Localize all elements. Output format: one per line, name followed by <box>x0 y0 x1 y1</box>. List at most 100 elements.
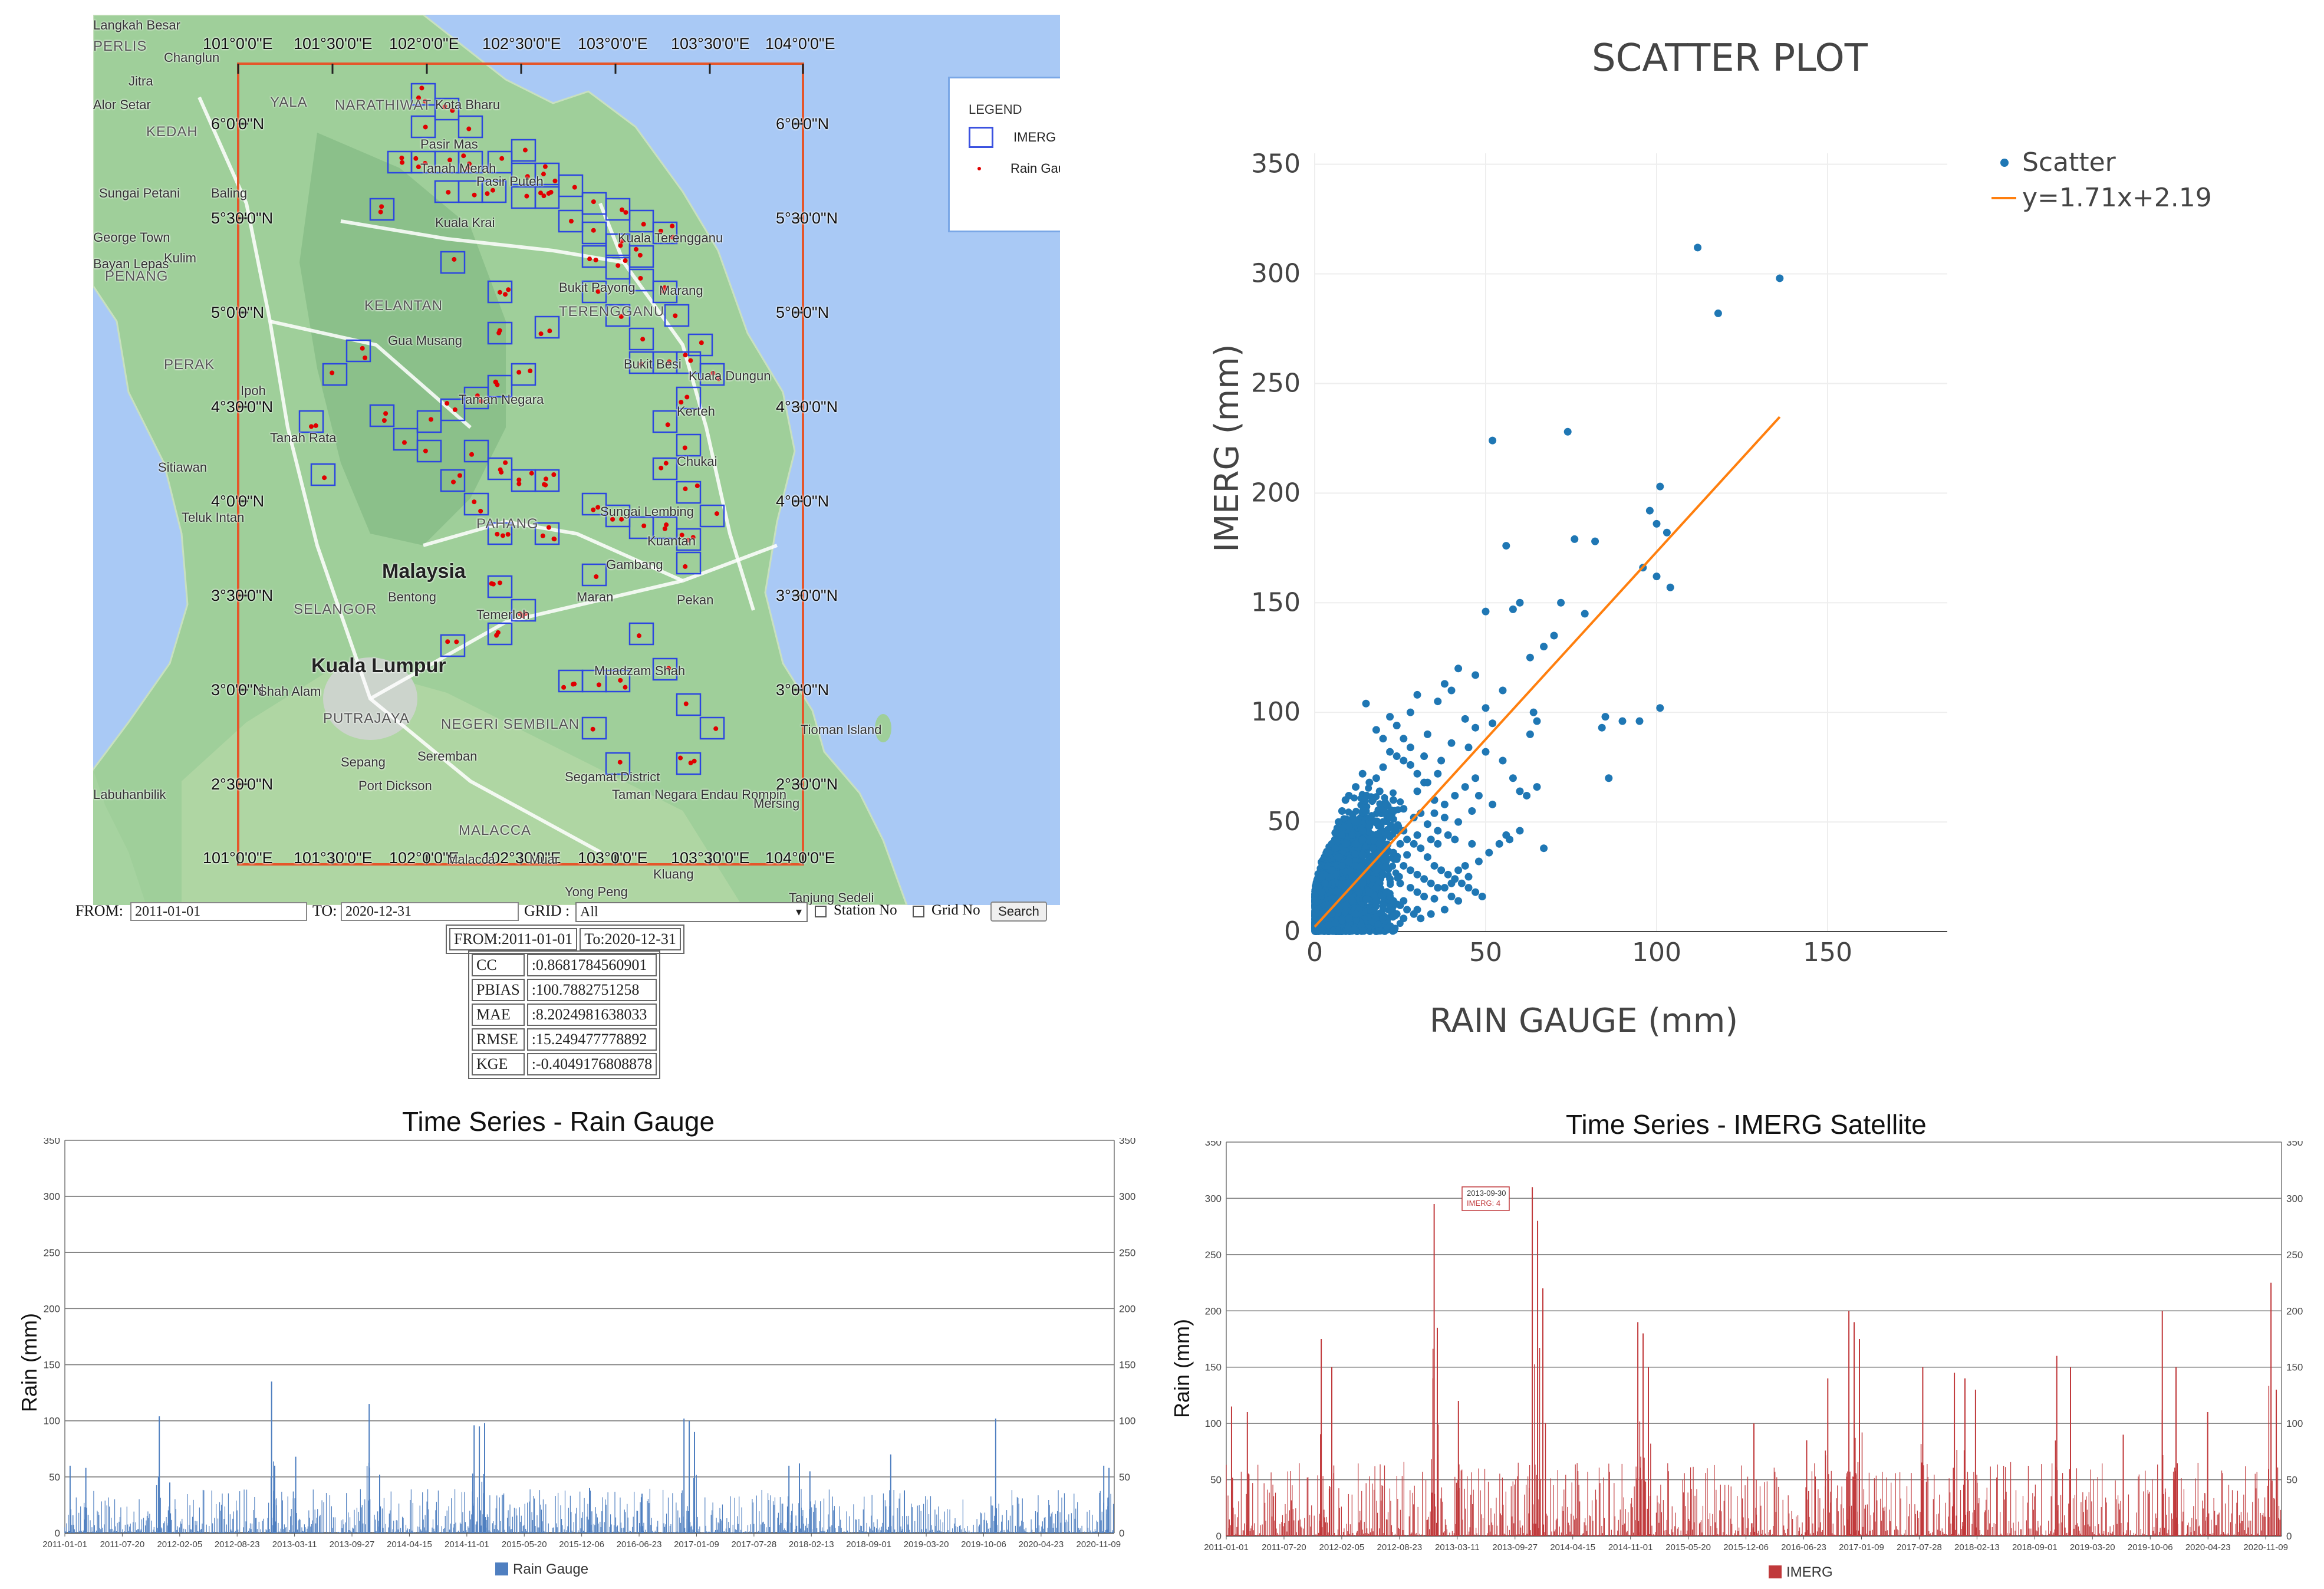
imerg-grid-cell <box>457 150 483 174</box>
scatter-point <box>1372 818 1380 826</box>
rain-gauge-station <box>465 165 470 170</box>
scatter-point <box>1694 244 1702 252</box>
y-tick-label: 350 <box>1251 149 1301 179</box>
rain-gauge-station <box>658 228 663 233</box>
lon-label-bottom: 102°30'0"E <box>482 849 561 867</box>
scatter-point <box>1341 840 1349 848</box>
imerg-grid-cell <box>652 410 678 433</box>
ts-gauge-title: Time Series - Rain Gauge <box>402 1106 715 1137</box>
rain-gauge-station <box>662 526 667 531</box>
ts-gauge-chart[interactable]: 0 0 50 50 100 100 150 150 200 200 250 250 300 300 350 3… <box>41 1138 1161 1586</box>
legend-swatch <box>495 1562 508 1575</box>
y-tick-label: 150 <box>1251 587 1301 617</box>
place-label: Kuantan <box>647 534 696 548</box>
grid-no-checkbox[interactable] <box>913 906 924 917</box>
scatter-point <box>1776 274 1784 282</box>
stat-name: MAE <box>472 1004 525 1026</box>
rain-gauge-station <box>641 222 646 227</box>
scatter-point <box>1440 906 1449 914</box>
place-label: KELANTAN <box>364 298 443 314</box>
stat-value: :-0.4049176808878 <box>526 1053 657 1075</box>
lon-label-bottom: 103°0'0"E <box>578 849 648 867</box>
scatter-point <box>1365 784 1372 792</box>
grid-label: GRID : <box>524 902 570 919</box>
scatter-point <box>1468 807 1476 815</box>
scatter-point <box>1386 748 1394 756</box>
rain-gauge-station <box>699 340 704 346</box>
place-label: Bentong <box>388 590 436 604</box>
imerg-grid-cell <box>534 186 560 209</box>
grid-select[interactable]: All ▾ <box>575 902 808 922</box>
scatter-point <box>1423 778 1431 787</box>
map-panel[interactable]: 101°0'0"E 101°0'0"E 101°30'0"E 101°30'0"E 10… <box>93 15 1060 905</box>
rain-gauge-station <box>472 499 477 505</box>
imerg-grid-cell <box>434 97 460 121</box>
rain-gauge-station <box>552 537 557 542</box>
rain-gauge-station <box>623 210 628 215</box>
rain-gauge-station <box>516 477 522 482</box>
y-tick-label-left: 350 <box>44 1138 60 1146</box>
scatter-point <box>1341 879 1349 887</box>
scatter-point <box>1434 884 1442 892</box>
scatter-point <box>1365 828 1373 836</box>
scatter-point <box>1351 926 1358 933</box>
rain-gauge-station <box>688 760 693 765</box>
rain-gauge-station <box>461 153 466 159</box>
y-tick-label-right: 150 <box>1119 1360 1135 1371</box>
rain-gauge-station <box>379 204 384 209</box>
rain-gauge-station <box>493 379 498 384</box>
scatter-point <box>1331 829 1339 837</box>
scatter-point <box>1384 830 1391 838</box>
y-tick-label-left: 50 <box>1210 1475 1222 1486</box>
rain-gauge-station <box>551 472 557 478</box>
scatter-point <box>1516 827 1524 835</box>
imerg-grid-cell <box>534 315 560 339</box>
scatter-point <box>1714 309 1722 317</box>
rain-gauge-station <box>506 287 511 292</box>
scatter-point <box>1591 537 1599 545</box>
place-label: Bukit Payong <box>559 280 636 295</box>
search-button[interactable]: Search <box>990 902 1047 922</box>
imerg-grid-cell <box>628 209 654 233</box>
rain-gauge-station <box>442 104 447 109</box>
station-no-checkbox[interactable] <box>815 906 827 917</box>
rain-gauge-station <box>447 157 453 163</box>
imerg-grid-cell <box>628 327 654 351</box>
rain-gauge-station <box>383 411 389 416</box>
scatter-point <box>1341 796 1349 804</box>
scatter-point <box>1328 866 1336 874</box>
y-tick-label-left: 0 <box>55 1528 60 1539</box>
scatter-point <box>1358 851 1367 859</box>
station-no-label: Station No <box>834 902 897 918</box>
legend-scatter-marker <box>2000 159 2009 167</box>
imerg-grid-cell <box>440 469 466 492</box>
to-date-input[interactable]: 2020-12-31 <box>341 902 519 921</box>
scatter-point <box>1379 870 1387 879</box>
scatter-point <box>1389 848 1397 857</box>
rain-gauge-station <box>666 666 671 671</box>
rain-gauge-station <box>662 285 667 290</box>
scatter-chart[interactable]: 0 50 100 150 200 250 300 350 0 50 100 150 RAIN GAUGE… <box>1167 118 2287 1061</box>
scatter-point <box>1403 851 1411 859</box>
legend-grid-row: IMERG Grid <box>969 127 1060 148</box>
rain-gauge-station <box>640 337 646 342</box>
rain-gauge-station <box>596 682 601 687</box>
rain-gauge-station <box>478 508 483 514</box>
rain-gauge-station <box>381 418 387 423</box>
imerg-grid-cell <box>487 457 513 481</box>
imerg-grid-cell <box>487 150 513 174</box>
place-label: Malaysia <box>382 560 466 583</box>
scatter-point <box>1506 835 1514 844</box>
scatter-point <box>1372 726 1380 734</box>
rain-gauge-station <box>595 289 601 294</box>
from-date-input[interactable]: 2011-01-01 <box>130 902 307 921</box>
place-label: NEGERI SEMBILAN <box>441 716 580 732</box>
scatter-point <box>1653 573 1661 581</box>
ts-imerg-chart[interactable]: 0 0 50 50 100 100 150 150 200 200 250 250 300 300 350 3… <box>1203 1141 2324 1586</box>
place-label: Kluang <box>653 867 694 881</box>
rain-gauge-station <box>452 407 457 412</box>
stats-row-pbias: PBIAS:100.7882751258 <box>472 979 657 1001</box>
stat-value: :15.249477778892 <box>526 1028 657 1051</box>
lat-label-right: 6°0'0"N <box>776 115 829 133</box>
x-tick-label: 2016-06-23 <box>617 1539 662 1549</box>
